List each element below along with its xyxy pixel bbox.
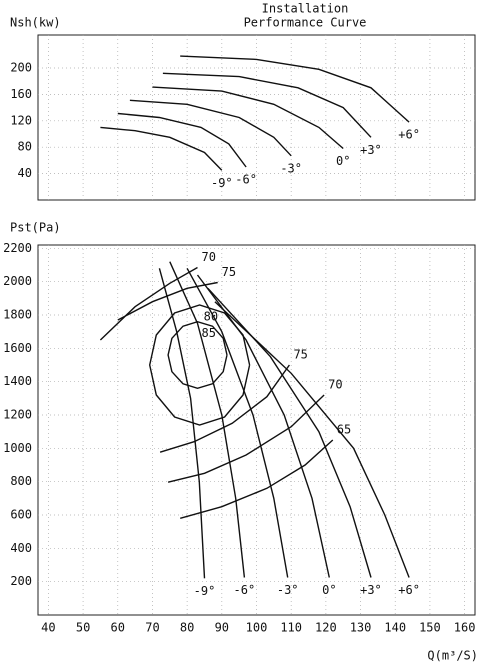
curve [158, 268, 206, 579]
x-tick-label: 160 [454, 621, 476, 635]
series-label: +3° [360, 583, 382, 597]
x-tick-label: 50 [76, 621, 90, 635]
curve [117, 281, 218, 321]
series-label: 65 [337, 423, 351, 437]
chart-title: Installation [262, 2, 349, 16]
y-axis-label: Nsh(kw) [10, 16, 61, 30]
y-tick-label: 800 [10, 474, 32, 488]
curve [152, 86, 344, 150]
series-label: 80 [204, 310, 218, 324]
y-tick-label: 1600 [3, 341, 32, 355]
series-label: -9° [211, 176, 233, 190]
curve [169, 261, 246, 578]
curve [99, 266, 198, 341]
series-label: +3° [360, 143, 382, 157]
series-label: +6° [398, 583, 420, 597]
curve [162, 72, 372, 138]
x-tick-label: 70 [145, 621, 159, 635]
y-tick-label: 2200 [3, 241, 32, 255]
x-tick-label: 90 [215, 621, 229, 635]
series-label: 75 [222, 265, 236, 279]
curve [180, 439, 334, 519]
y-tick-label: 1800 [3, 308, 32, 322]
series-label: 75 [293, 348, 307, 362]
x-tick-label: 60 [111, 621, 125, 635]
y-tick-label: 120 [10, 113, 32, 127]
curve [167, 394, 325, 483]
y-tick-label: 2000 [3, 274, 32, 288]
y-tick-label: 400 [10, 541, 32, 555]
chart-subtitle: Performance Curve [244, 16, 367, 30]
series-label: 70 [202, 250, 216, 264]
series-label: -6° [234, 583, 256, 597]
y-axis-label: Pst(Pa) [10, 221, 61, 235]
curve [159, 364, 290, 453]
series-label: 70 [328, 378, 342, 392]
x-tick-label: 130 [350, 621, 372, 635]
y-tick-label: 80 [18, 140, 32, 154]
series-label: -3° [277, 583, 299, 597]
curve [167, 320, 228, 390]
series-label: +6° [398, 128, 420, 142]
x-tick-label: 150 [419, 621, 441, 635]
y-tick-label: 200 [10, 61, 32, 75]
x-axis-label: Q(m³/S) [427, 649, 478, 663]
curve [214, 301, 410, 578]
y-tick-label: 1000 [3, 441, 32, 455]
series-label: 0° [336, 154, 350, 168]
series-label: -9° [194, 584, 216, 598]
y-tick-label: 1400 [3, 374, 32, 388]
x-tick-label: 110 [280, 621, 302, 635]
y-tick-label: 40 [18, 166, 32, 180]
curve [117, 112, 247, 168]
x-tick-label: 100 [246, 621, 268, 635]
x-tick-label: 120 [315, 621, 337, 635]
curve [100, 126, 223, 171]
curve [129, 99, 292, 157]
x-tick-label: 40 [41, 621, 55, 635]
y-tick-label: 1200 [3, 408, 32, 422]
series-label: -6° [235, 173, 257, 187]
x-tick-label: 140 [384, 621, 406, 635]
x-tick-label: 80 [180, 621, 194, 635]
curve [180, 55, 410, 123]
curve [186, 267, 289, 578]
series-label: 85 [202, 326, 216, 340]
curve [148, 304, 251, 426]
y-tick-label: 600 [10, 508, 32, 522]
series-label: 0° [322, 583, 336, 597]
y-tick-label: 200 [10, 574, 32, 588]
y-tick-label: 160 [10, 87, 32, 101]
series-label: -3° [280, 161, 302, 175]
